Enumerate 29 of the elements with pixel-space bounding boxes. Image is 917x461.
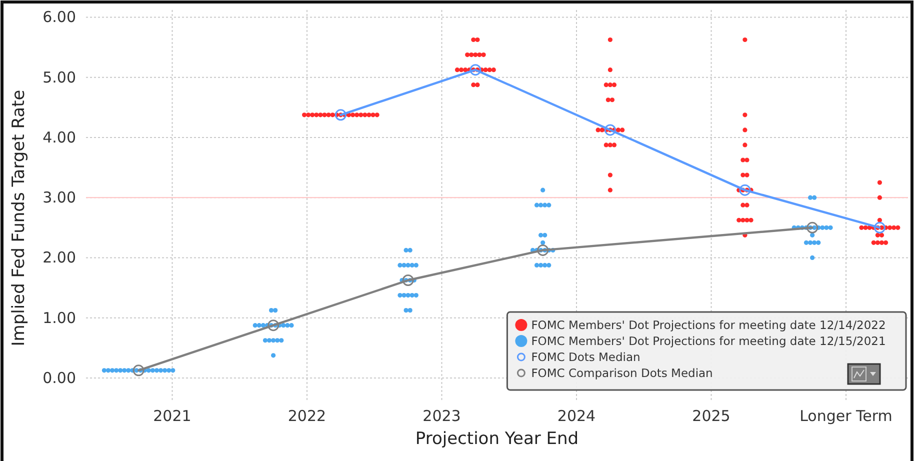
legend-label: FOMC Comparison Dots Median [531,366,713,380]
legend-label: FOMC Members' Dot Projections for meeting date 12/14/2022 [531,318,886,332]
point [470,64,482,76]
y-tick-label: 5.00 [42,68,76,86]
y-tick-label: 6.00 [42,8,76,26]
y-tick-label: 4.00 [42,128,76,146]
legend-label: FOMC Members' Dot Projections for meeting date 12/15/2021 [531,334,886,348]
point [739,184,751,196]
point [537,244,549,256]
point [132,364,144,376]
point [268,320,280,332]
x-axis-title: Projection Year End [415,429,579,449]
y-axis-title: Implied Fed Funds Target Rate [9,90,29,346]
x-tick-label: 2021 [153,407,192,425]
point [334,109,346,121]
point [402,274,414,286]
y-tick-label: 2.00 [42,248,76,267]
x-tick-label: 2022 [288,407,326,425]
x-tick-label: 2024 [557,407,596,425]
point [604,124,616,136]
legend-label: FOMC Dots Median [531,350,640,364]
x-tick-label: 2025 [692,407,730,425]
point [806,222,818,234]
x-tick-label: 2023 [422,407,461,425]
x-tick-label: Longer Term [800,407,892,425]
y-tick-label: 1.00 [42,308,76,327]
y-tick-label: 0.00 [42,368,76,387]
point [874,222,886,234]
y-tick-label: 3.00 [42,188,76,207]
